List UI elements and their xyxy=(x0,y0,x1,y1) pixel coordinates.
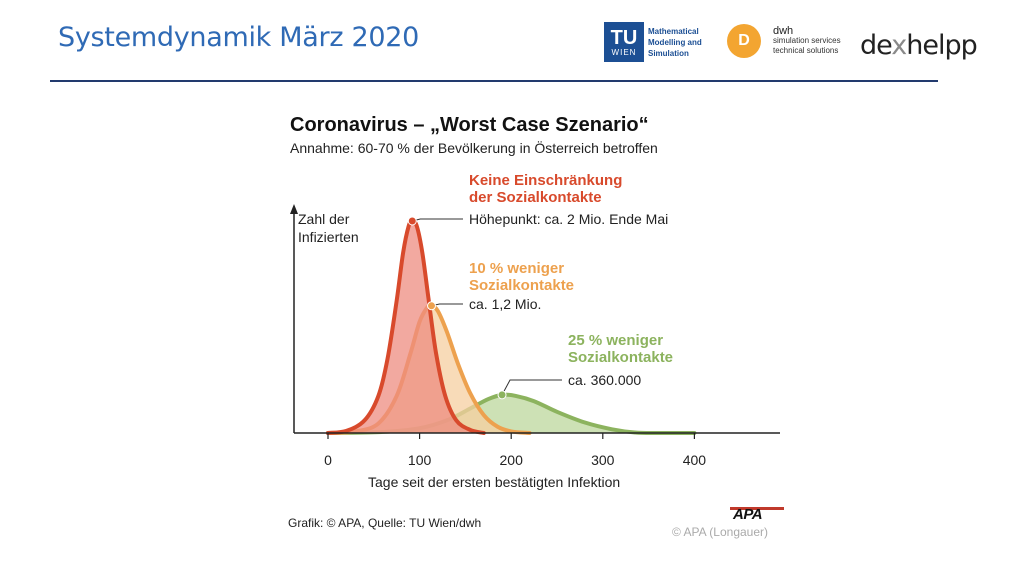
peak-leader-line xyxy=(412,218,463,222)
tu-logo-line: Simulation xyxy=(648,48,689,58)
dwh-logo-text: dwh simulation services technical soluti… xyxy=(773,26,841,56)
peak-value-label: Höhepunkt: ca. 2 Mio. Ende Mai xyxy=(469,211,668,227)
dexhelpp-x: x xyxy=(891,30,907,61)
dexhelpp-logo: dexhelpp xyxy=(860,30,978,61)
peak-value-label: ca. 1,2 Mio. xyxy=(469,296,541,312)
dexhelpp-post: helpp xyxy=(906,30,978,61)
series-name-label: 25 % weniger xyxy=(568,332,663,349)
dwh-mark-icon: D xyxy=(727,24,761,58)
slide-title: Systemdynamik März 2020 xyxy=(58,22,419,53)
dwh-tagline: technical solutions xyxy=(773,46,839,55)
series-name-label: Sozialkontakte xyxy=(568,349,673,366)
dwh-logo: D dwh simulation services technical solu… xyxy=(727,24,841,58)
tu-mark-text: TU xyxy=(610,26,638,49)
peak-leader-line xyxy=(431,303,463,307)
y-axis-arrow-icon xyxy=(290,204,298,214)
peak-value-label: ca. 360.000 xyxy=(568,372,641,388)
y-axis-label: Zahl der xyxy=(298,211,350,227)
chart-title: Coronavirus – „Worst Case Szenario“ xyxy=(290,114,649,136)
x-axis-label: Tage seit der ersten bestätigten Infekti… xyxy=(368,474,620,490)
tu-logo-line: Mathematical xyxy=(648,26,699,36)
x-tick-label: 200 xyxy=(500,452,524,468)
peak-marker xyxy=(497,390,507,400)
x-tick-label: 300 xyxy=(591,452,615,468)
x-tick-label: 0 xyxy=(324,452,332,468)
tu-wien-mark: TU WIEN xyxy=(604,22,644,62)
chart-subtitle: Annahme: 60-70 % der Bevölkerung in Öste… xyxy=(290,139,658,156)
series-area-twenty-five-percent xyxy=(328,394,695,434)
series-name-label: Sozialkontakte xyxy=(469,277,574,294)
dwh-name: dwh xyxy=(773,25,794,37)
tu-logo-line: Modelling and xyxy=(648,37,702,47)
series-name-label: Keine Einschränkung xyxy=(469,172,622,189)
apa-logo: APA xyxy=(733,506,763,523)
apa-logo-bar xyxy=(730,507,784,510)
series-name-label: 10 % weniger xyxy=(469,260,564,277)
peak-leader-line xyxy=(501,379,562,396)
chart-axes: 0 100 200 300 400 xyxy=(290,204,780,468)
peak-marker xyxy=(407,216,417,226)
tu-logo-text: Mathematical Modelling and Simulation xyxy=(648,26,702,59)
series-area-no-restriction xyxy=(328,221,484,433)
peak-marker xyxy=(427,301,437,311)
x-tick-label: 400 xyxy=(683,452,707,468)
dexhelpp-pre: de xyxy=(860,30,892,61)
graphic-credit: Grafik: © APA, Quelle: TU Wien/dwh xyxy=(288,516,482,530)
x-tick-label: 100 xyxy=(408,452,432,468)
series-name-label: der Sozialkontakte xyxy=(469,189,602,206)
tu-wien-logo: TU WIEN Mathematical Modelling and Simul… xyxy=(604,22,702,62)
y-axis-label: Infizierten xyxy=(298,229,359,245)
tu-mark-subtext: WIEN xyxy=(611,47,637,57)
title-underline xyxy=(50,80,938,82)
series-areas xyxy=(326,219,697,436)
dwh-tagline: simulation services xyxy=(773,36,841,45)
copyright-watermark: © APA (Longauer) xyxy=(672,525,769,539)
